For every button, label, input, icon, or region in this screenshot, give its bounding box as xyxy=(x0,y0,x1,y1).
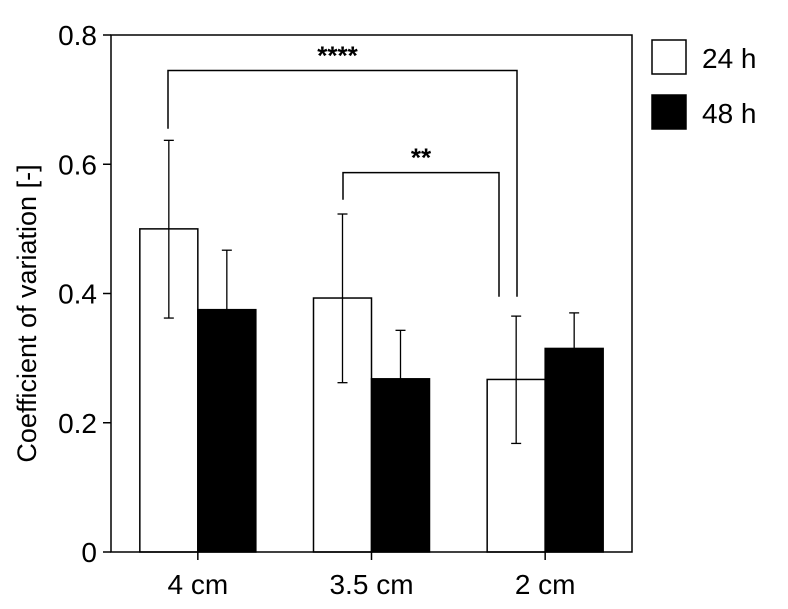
y-tick-label: 0.6 xyxy=(58,149,97,180)
x-tick-label: 2 cm xyxy=(515,569,576,600)
bar-48h-2cm xyxy=(544,347,604,553)
legend-label: 48 h xyxy=(702,98,757,129)
legend-swatch xyxy=(651,39,687,75)
y-tick-label: 0.4 xyxy=(58,279,97,310)
y-axis: 0 0.2 0.4 0.6 0.8 xyxy=(58,20,111,568)
x-tick-label: 4 cm xyxy=(167,569,228,600)
bar-48h-3.5cm xyxy=(370,378,431,553)
legend-swatch xyxy=(651,94,687,130)
legend-label: 24 h xyxy=(702,43,757,74)
y-tick-label: 0.2 xyxy=(58,408,97,439)
significance-annotations: ****** xyxy=(167,41,518,297)
y-tick-label: 0 xyxy=(81,537,97,568)
bar-48h-4cm xyxy=(197,308,257,553)
plot-area xyxy=(139,139,604,553)
legend: 24 h 48 h xyxy=(651,39,757,130)
significance-bracket xyxy=(167,69,518,297)
significance-label: **** xyxy=(317,41,358,71)
y-tick-label: 0.8 xyxy=(58,20,97,51)
significance-bracket xyxy=(342,171,500,297)
y-axis-label: Coefficient of variation [-] xyxy=(12,164,42,462)
x-tick-label: 3.5 cm xyxy=(329,569,413,600)
x-axis: 4 cm 3.5 cm 2 cm xyxy=(167,552,576,600)
significance-label: ** xyxy=(411,143,432,173)
